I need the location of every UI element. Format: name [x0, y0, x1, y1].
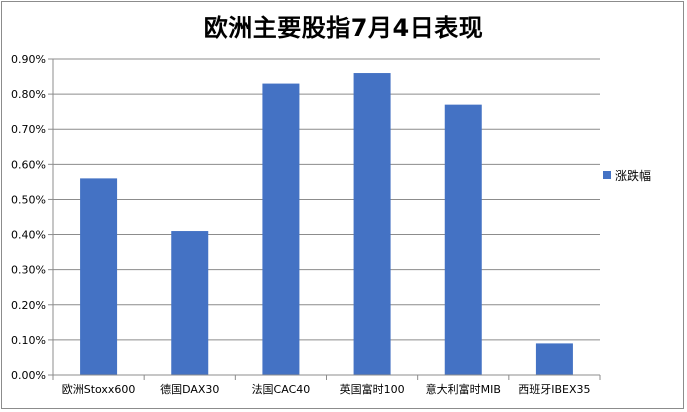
- y-tick-label: 0.10%: [11, 334, 46, 347]
- bars: [80, 73, 573, 376]
- y-tick-label: 0.80%: [11, 88, 46, 101]
- y-tick-label: 0.50%: [11, 193, 46, 206]
- x-tick-label: 德国DAX30: [160, 382, 219, 396]
- legend-swatch: [603, 171, 611, 179]
- y-tick-label: 0.40%: [11, 229, 46, 242]
- gridlines: [53, 58, 600, 376]
- y-axis: 0.00% 0.10% 0.20% 0.30% 0.40% 0.50% 0.60% 0.70%…: [11, 53, 54, 382]
- y-tick-label: 0.70%: [11, 123, 46, 136]
- x-tick-label: 欧洲Stoxx600: [62, 383, 136, 396]
- bar: [80, 178, 118, 375]
- y-tick-label: 0.90%: [11, 53, 46, 66]
- bar: [171, 231, 209, 375]
- chart-title: 欧洲主要股指7月4日表现: [203, 14, 484, 42]
- x-tick-label: 法国CAC40: [252, 382, 311, 396]
- x-tick-label: 意大利富时MIB: [426, 382, 501, 396]
- legend-label: 涨跌幅: [615, 168, 651, 183]
- legend: 涨跌幅: [603, 168, 651, 183]
- x-tick-label: 西班牙IBEX35: [518, 383, 590, 396]
- y-tick-label: 0.30%: [11, 264, 46, 277]
- y-tick-label: 0.20%: [11, 299, 46, 312]
- y-tick-label: 0.60%: [11, 158, 46, 171]
- bar: [535, 343, 573, 375]
- bar: [353, 73, 391, 376]
- bar: [444, 104, 482, 376]
- bar: [262, 83, 300, 376]
- y-tick-label: 0.00%: [11, 369, 46, 382]
- x-axis: 欧洲Stoxx600 德国DAX30 法国CAC40 英国富时100 意大利富时MIB 西…: [52, 374, 601, 396]
- x-tick-label: 英国富时100: [340, 382, 405, 396]
